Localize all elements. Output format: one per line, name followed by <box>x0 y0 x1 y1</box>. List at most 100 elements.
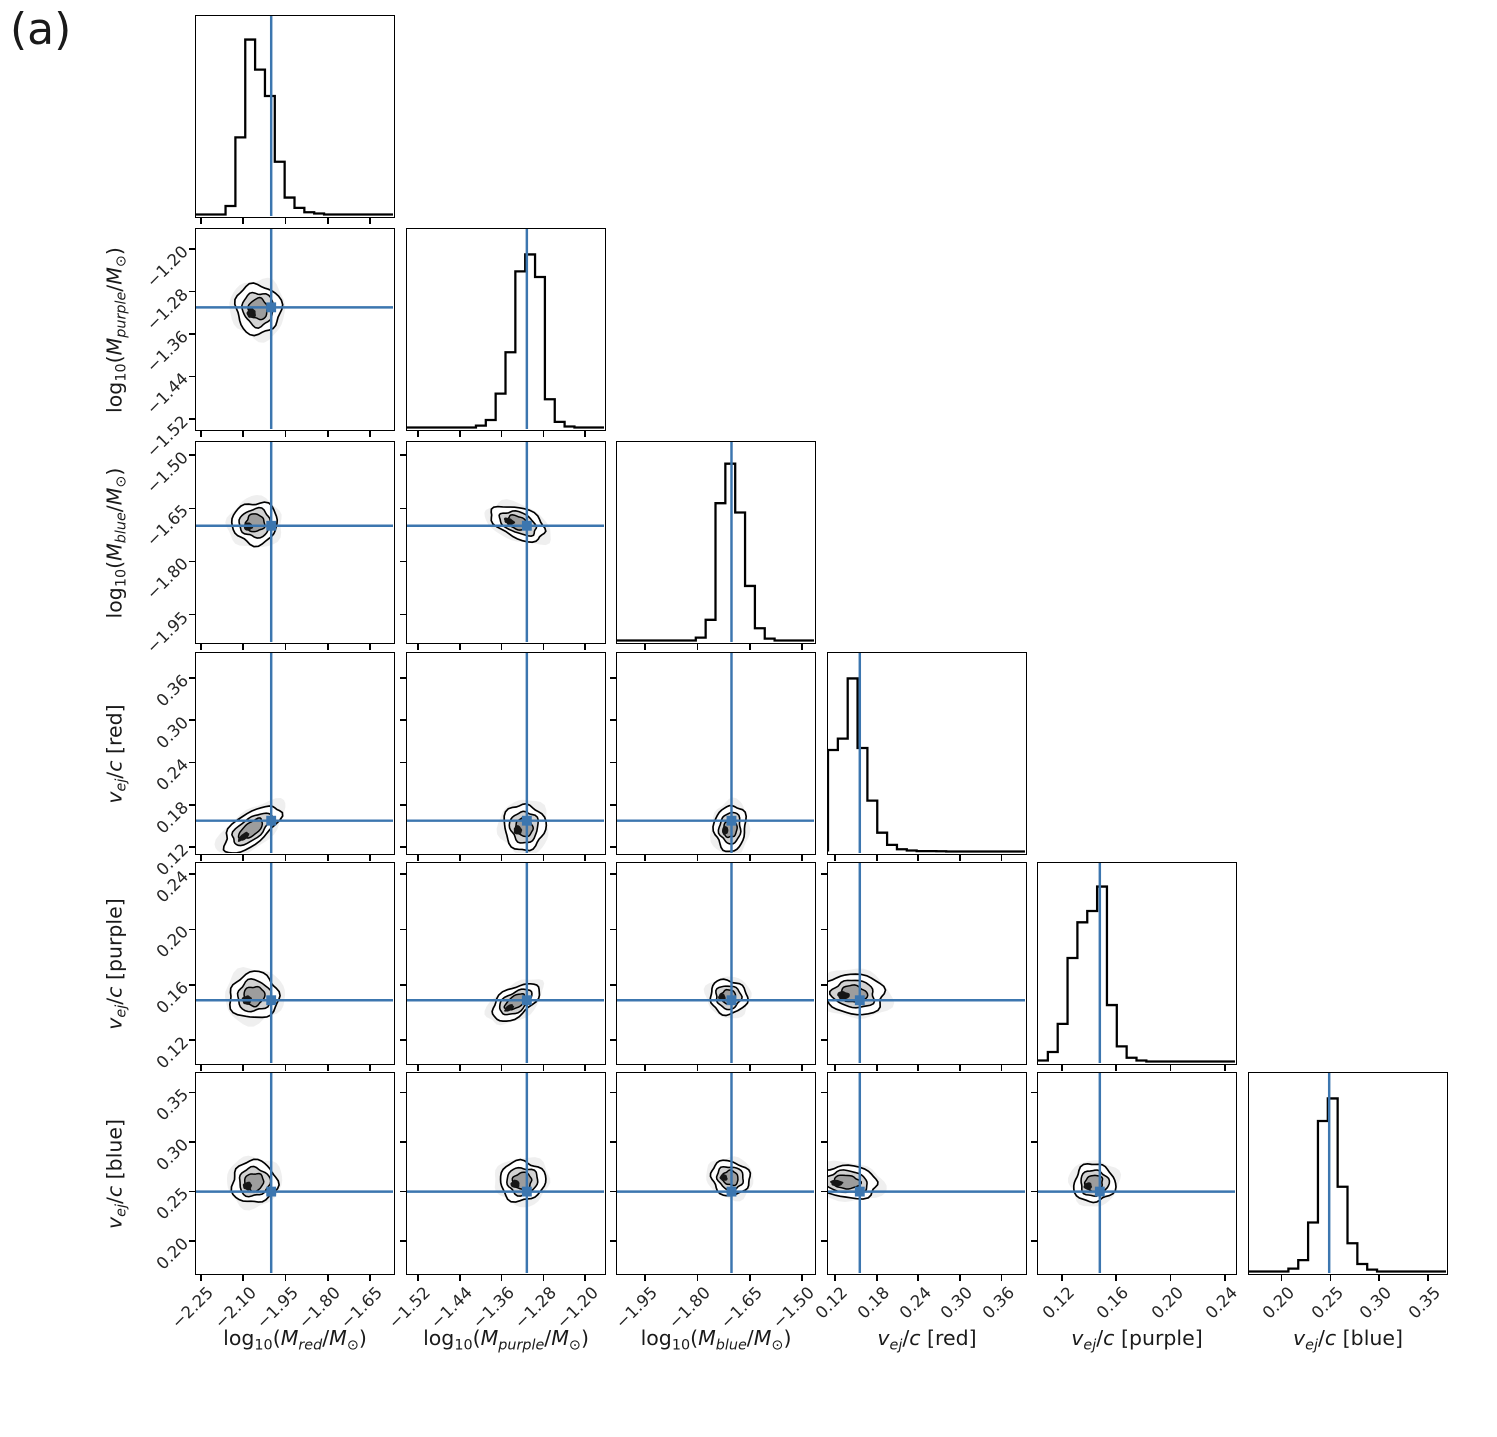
corner-panel-r0-c0 <box>195 15 395 218</box>
corner-panel-r2-c0 <box>195 441 395 644</box>
axis-label-segment: ej <box>113 1004 130 1018</box>
panel-canvas <box>407 863 604 1063</box>
panel-canvas <box>828 863 1025 1063</box>
truth-marker <box>266 995 277 1006</box>
x-axis-tick-mark <box>369 218 371 224</box>
x-axis-tick-mark <box>284 855 287 861</box>
x-axis-tick-mark <box>875 1275 878 1281</box>
x-axis-tick-mark <box>584 1275 586 1281</box>
panel-canvas <box>828 1073 1025 1273</box>
y-axis-tick-mark <box>610 1240 616 1242</box>
x-axis-tick-mark <box>417 1275 419 1281</box>
y-axis-tick-mark <box>189 248 195 251</box>
y-axis-tick-mark <box>189 375 195 378</box>
y-axis-tick-mark <box>189 507 195 510</box>
x-axis-tick-mark <box>696 644 699 650</box>
panel-canvas <box>196 16 393 216</box>
x-tick-label: 0.36 <box>978 1283 1019 1323</box>
axis-label-segment: / <box>102 284 127 292</box>
y-axis-tick-mark <box>400 613 406 616</box>
corner-panel-r2-c1 <box>406 441 606 644</box>
panel-canvas <box>1249 1073 1446 1273</box>
x-axis-tick-mark <box>917 1065 920 1071</box>
contour-blob <box>225 494 282 548</box>
x-axis-tick-mark <box>748 1275 751 1281</box>
x-tick-label: 0.30 <box>1356 1283 1396 1323</box>
x-axis-tick-mark <box>242 1065 245 1071</box>
x-axis-tick-mark <box>1115 1275 1117 1281</box>
y-axis-tick-mark <box>189 1240 195 1242</box>
panel-canvas <box>617 863 814 1063</box>
x-axis-tick-mark <box>644 644 646 650</box>
x-axis-tick-mark <box>284 1065 287 1071</box>
x-tick-label: −1.65 <box>337 1283 387 1333</box>
axis-label-segment: [blue] <box>1336 1326 1403 1350</box>
axis-label-segment: M <box>102 266 127 285</box>
axis-label-segment: / <box>102 1196 127 1204</box>
truth-marker <box>266 520 277 531</box>
y-axis-tick-mark <box>400 1039 406 1041</box>
x-tick-label: −1.80 <box>664 1283 714 1333</box>
x-axis-tick-mark <box>326 644 329 650</box>
x-axis-tick-mark <box>326 1065 329 1071</box>
axis-label-segment: log <box>423 1326 455 1350</box>
x-axis-tick-mark <box>801 855 803 861</box>
panel-canvas <box>196 229 393 429</box>
axis-label-segment: log <box>102 586 127 618</box>
x-axis-tick-mark <box>369 855 371 861</box>
y-tick-label: 0.18 <box>152 797 193 837</box>
corner-panel-r3-c0 <box>195 652 395 855</box>
corner-panel-r4-c2 <box>616 862 816 1065</box>
x-axis-tick-mark <box>917 1275 920 1281</box>
y-axis-tick-mark <box>610 873 616 876</box>
y-tick-label: 0.35 <box>152 1085 193 1125</box>
y-axis-title-v_ej_blue: vej/c [blue] <box>102 1119 129 1229</box>
axis-label-segment: M <box>480 1326 499 1350</box>
contour-core-clump <box>830 1179 844 1187</box>
y-axis-tick-mark <box>189 454 195 457</box>
axis-label-segment: ⊙ <box>771 1337 784 1354</box>
y-axis-tick-mark <box>610 1039 616 1041</box>
y-axis-tick-mark <box>189 613 195 616</box>
panel-canvas <box>196 863 393 1063</box>
axis-label-segment: ⊙ <box>113 254 130 267</box>
contour-blob <box>229 277 286 343</box>
x-axis-tick-mark <box>369 1275 371 1281</box>
y-axis-tick-mark <box>189 1190 195 1193</box>
axis-label-segment: ) <box>580 1326 589 1350</box>
y-axis-tick-mark <box>400 1091 406 1094</box>
figure-panel-label: (a) <box>10 4 72 55</box>
y-tick-label: 0.24 <box>152 755 193 795</box>
contour-blob <box>494 1157 551 1208</box>
axis-label-segment: M <box>551 1326 569 1350</box>
axis-label-segment: ej <box>889 1337 903 1354</box>
x-axis-tick-mark <box>542 644 545 650</box>
contour-core-clump <box>513 825 523 835</box>
axis-label-segment: red <box>298 1337 323 1354</box>
axis-label-segment: M <box>698 1326 716 1350</box>
y-tick-label: −1.95 <box>143 607 193 657</box>
x-axis-tick-mark <box>1280 1275 1283 1281</box>
truth-marker <box>726 995 737 1006</box>
axis-label-segment: ) <box>102 467 127 476</box>
y-tick-label: 0.12 <box>152 1032 193 1073</box>
axis-label-segment: v <box>102 1017 127 1030</box>
y-axis-tick-mark <box>400 1240 406 1242</box>
y-axis-tick-mark <box>189 1091 195 1094</box>
x-axis-tick-mark <box>801 1275 803 1281</box>
y-axis-tick-mark <box>189 846 195 848</box>
y-axis-tick-mark <box>821 1039 827 1041</box>
axis-label-segment: ) <box>102 246 127 255</box>
truth-marker <box>521 995 532 1006</box>
x-tick-label: −1.80 <box>294 1283 345 1333</box>
x-tick-label: −2.10 <box>210 1283 260 1333</box>
x-axis-tick-mark <box>875 1065 878 1071</box>
x-axis-tick-mark <box>242 855 245 861</box>
y-axis-tick-mark <box>189 1039 195 1041</box>
contour-blob <box>224 967 285 1027</box>
y-axis-tick-mark <box>1031 1190 1037 1193</box>
y-axis-tick-mark <box>821 1240 827 1242</box>
contour-blob <box>1067 1159 1122 1207</box>
y-axis-tick-mark <box>821 1091 827 1094</box>
axis-label-segment: / <box>322 1326 330 1350</box>
